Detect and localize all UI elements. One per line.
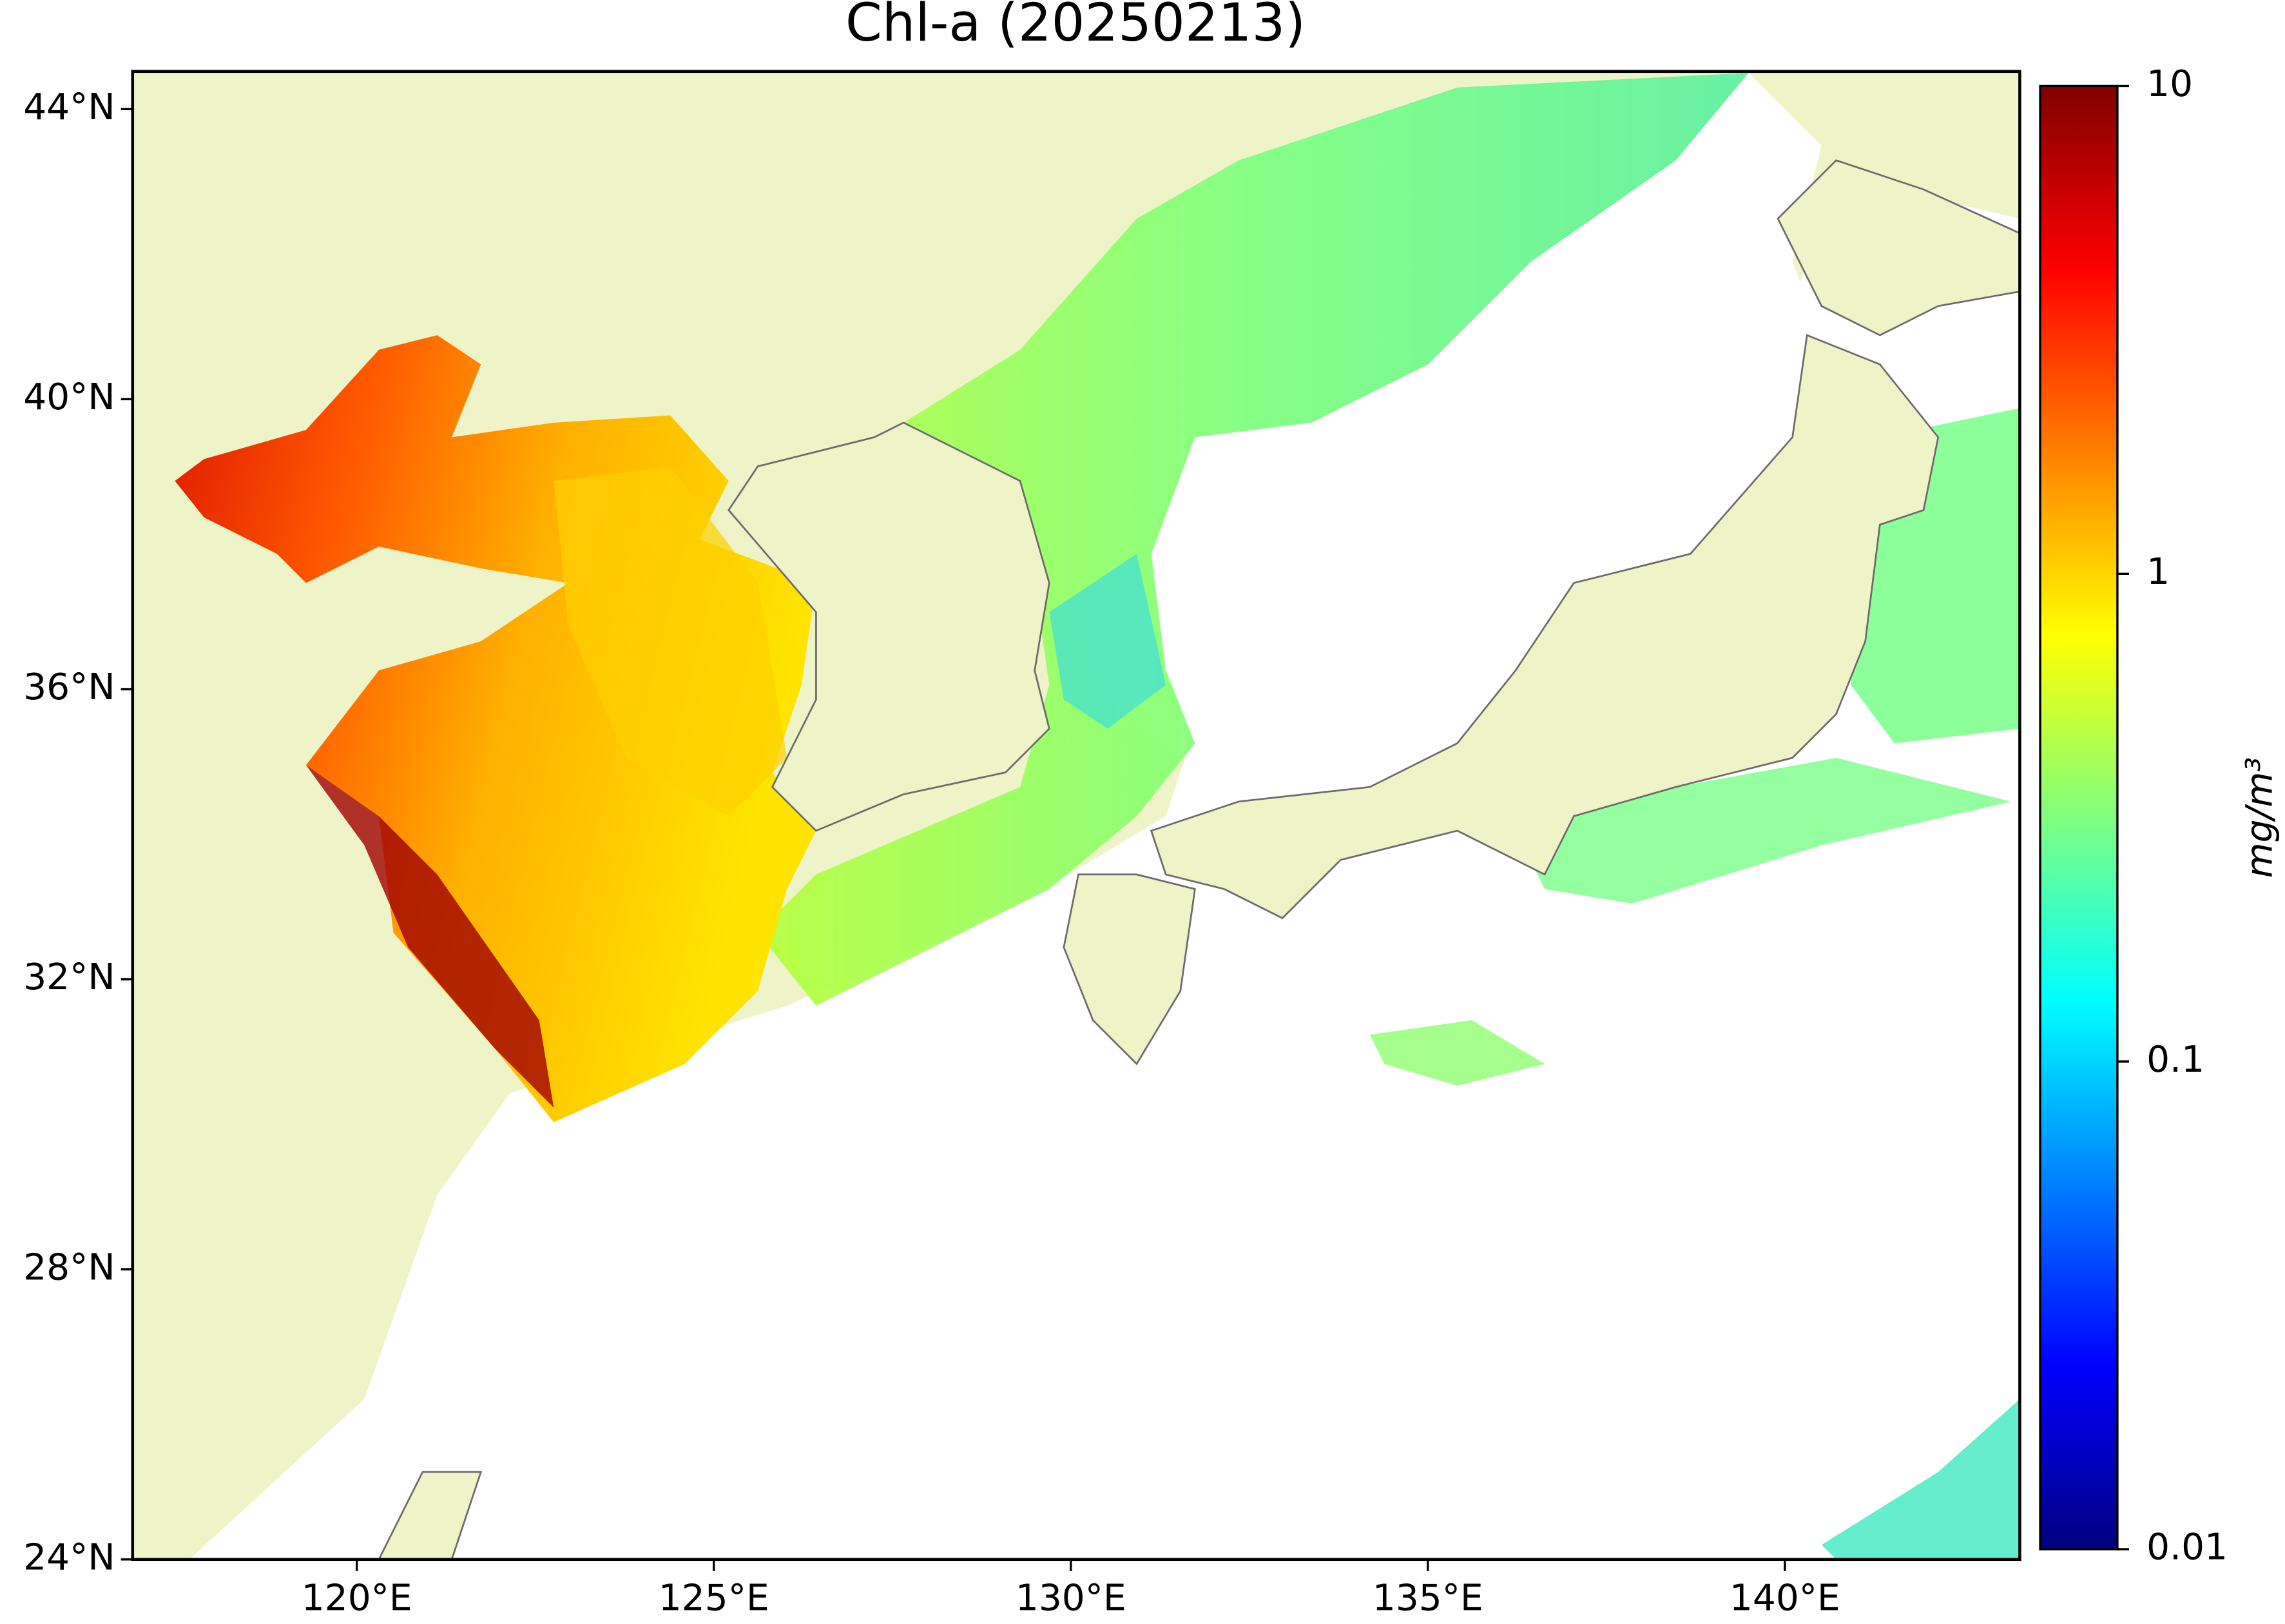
chl-patch — [1369, 1020, 1545, 1086]
x-tick-label: 140°E — [1730, 1578, 1840, 1619]
colorbar-tick-label: 0.1 — [2146, 1039, 2204, 1081]
x-tick-label: 130°E — [1016, 1578, 1126, 1619]
korea — [728, 421, 1050, 832]
y-tick-label: 32°N — [23, 956, 115, 998]
chl-patch — [1821, 1399, 2020, 1560]
chart-title: Chl-a (20250213) — [845, 0, 1306, 53]
x-tick-label: 120°E — [302, 1578, 412, 1619]
colorbar — [2040, 86, 2117, 1549]
chl-patch — [757, 73, 1749, 1006]
chl-patch — [305, 765, 554, 1108]
kyushu — [1063, 873, 1196, 1066]
map-frame — [131, 70, 2021, 1561]
y-tick-label: 40°N — [23, 376, 115, 418]
colorbar-tick-label: 0.01 — [2146, 1527, 2228, 1569]
map — [131, 70, 2021, 1561]
colorbar-tick-label: 10 — [2146, 63, 2193, 105]
colorbar-tick-label: 1 — [2146, 551, 2170, 593]
honshu — [1150, 334, 1940, 920]
chl-patch — [554, 466, 787, 817]
y-tick-label: 28°N — [23, 1246, 115, 1288]
y-tick-label: 24°N — [23, 1536, 115, 1578]
colorbar-frame — [2039, 84, 2119, 1551]
y-tick-label: 36°N — [23, 666, 115, 708]
y-tick-label: 44°N — [23, 86, 115, 128]
chl-patch — [1049, 554, 1166, 729]
chl-patch — [1515, 757, 2011, 904]
x-tick-label: 125°E — [659, 1578, 769, 1619]
colorbar-label: mg/m³ — [2239, 757, 2280, 878]
x-tick-label: 135°E — [1373, 1578, 1483, 1619]
